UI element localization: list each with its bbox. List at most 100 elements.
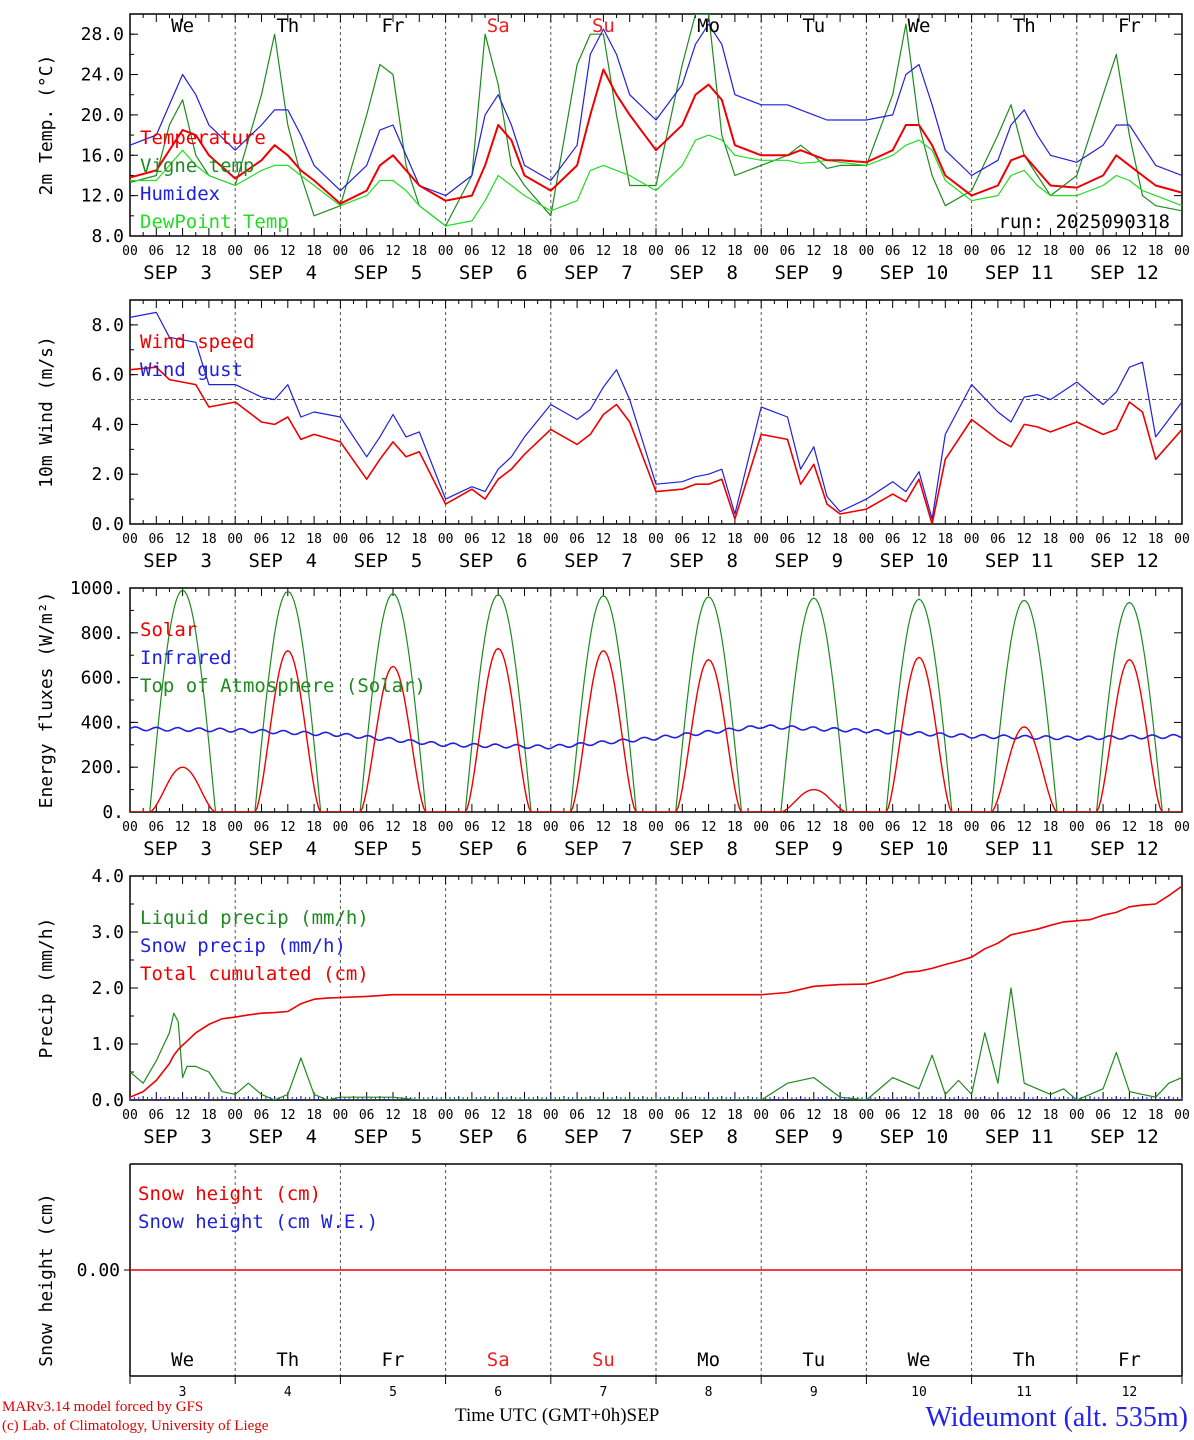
hour-tick-label: 12 — [385, 532, 401, 547]
y-tick-label: 600. — [81, 668, 124, 689]
hour-tick-label: 06 — [359, 532, 375, 547]
day-number-label: 4 — [284, 1385, 292, 1400]
y-axis-label: Precip (mm/h) — [36, 918, 57, 1059]
hour-tick-label: 00 — [964, 1108, 980, 1123]
hour-tick-label: 18 — [411, 820, 427, 835]
day-label: SEP 5 — [354, 838, 423, 860]
hour-tick-label: 00 — [1174, 1108, 1190, 1123]
hour-tick-label: 12 — [280, 1108, 296, 1123]
y-tick-label: 16.0 — [81, 145, 124, 166]
hour-tick-label: 12 — [175, 820, 191, 835]
hour-tick-label: 06 — [1095, 1108, 1111, 1123]
day-label: SEP 3 — [143, 550, 212, 572]
day-label: SEP 11 — [985, 550, 1054, 572]
hour-tick-label: 12 — [806, 244, 822, 259]
day-label: SEP 9 — [774, 262, 843, 284]
hour-tick-label: 18 — [937, 820, 953, 835]
legend-solar: Solar — [140, 619, 197, 641]
y-tick-label: 0. — [102, 802, 124, 823]
y-tick-label: 6.0 — [91, 365, 124, 386]
credit-line-lab: (c) Lab. of Climatology, University of L… — [2, 1418, 269, 1434]
series-temperature — [130, 68, 1182, 205]
hour-tick-label: 06 — [990, 244, 1006, 259]
legend-total-cumulated-cm: Total cumulated (cm) — [140, 963, 369, 985]
hour-tick-label: 00 — [122, 820, 138, 835]
hour-tick-label: 00 — [438, 532, 454, 547]
day-label: SEP 3 — [143, 262, 212, 284]
legend-humidex: Humidex — [140, 183, 220, 205]
hour-tick-label: 18 — [306, 1108, 322, 1123]
day-number-label: 5 — [389, 1385, 397, 1400]
hour-tick-label: 06 — [464, 820, 480, 835]
hour-tick-label: 06 — [148, 820, 164, 835]
hour-tick-label: 12 — [1122, 1108, 1138, 1123]
hour-tick-label: 18 — [622, 244, 638, 259]
hour-tick-label: 18 — [727, 244, 743, 259]
weekday-label: Sa — [487, 15, 510, 37]
hour-tick-label: 18 — [201, 244, 217, 259]
day-label: SEP 12 — [1090, 262, 1159, 284]
day-number-label: 11 — [1016, 1385, 1032, 1400]
hour-tick-label: 18 — [1148, 244, 1164, 259]
hour-tick-label: 12 — [806, 820, 822, 835]
hour-tick-label: 00 — [1069, 820, 1085, 835]
hour-tick-label: 06 — [674, 1108, 690, 1123]
y-tick-label: 0.0 — [91, 1090, 124, 1111]
hour-tick-label: 06 — [464, 1108, 480, 1123]
hour-tick-label: 18 — [832, 820, 848, 835]
hour-tick-label: 06 — [254, 820, 270, 835]
legend-temperature: Temperature — [140, 127, 266, 149]
day-label: SEP 10 — [880, 1126, 949, 1148]
legend-liquid-precip-mm-h: Liquid precip (mm/h) — [140, 907, 369, 929]
weekday-label: Th — [276, 1349, 299, 1371]
hour-tick-label: 00 — [122, 532, 138, 547]
hour-tick-label: 12 — [596, 1108, 612, 1123]
hour-tick-label: 06 — [254, 244, 270, 259]
hour-tick-label: 06 — [674, 820, 690, 835]
hour-tick-label: 00 — [648, 532, 664, 547]
hour-tick-label: 00 — [333, 244, 349, 259]
hour-tick-label: 00 — [543, 244, 559, 259]
hour-tick-label: 18 — [1148, 1108, 1164, 1123]
hour-tick-label: 18 — [727, 1108, 743, 1123]
hour-tick-label: 12 — [490, 1108, 506, 1123]
hour-tick-label: 00 — [648, 1108, 664, 1123]
hour-tick-label: 00 — [1174, 820, 1190, 835]
hour-tick-label: 18 — [411, 244, 427, 259]
weekday-label: Tu — [802, 1349, 825, 1371]
hour-tick-label: 06 — [148, 244, 164, 259]
legend-snow-height-cm: Snow height (cm) — [138, 1183, 321, 1205]
y-tick-label: 3.0 — [91, 922, 124, 943]
y-tick-label: 28.0 — [81, 24, 124, 45]
y-tick-label: 1000. — [70, 578, 124, 599]
y-tick-label: 0.0 — [91, 514, 124, 535]
y-tick-label: 1.0 — [91, 1034, 124, 1055]
day-label: SEP 4 — [248, 838, 317, 860]
weekday-label: We — [171, 15, 194, 37]
hour-tick-label: 00 — [1069, 532, 1085, 547]
series-top-of-atmosphere — [130, 589, 1182, 812]
hour-tick-label: 12 — [385, 1108, 401, 1123]
panel-temp: 8.0 12.0 16.0 20.0 24.0 28.0 2m Temp. (°C) 00 06… — [36, 13, 1190, 284]
hour-tick-label: 00 — [543, 1108, 559, 1123]
hour-tick-label: 18 — [517, 820, 533, 835]
hour-tick-label: 18 — [832, 532, 848, 547]
weekday-label: Fr — [1118, 1349, 1141, 1371]
hour-tick-label: 18 — [306, 532, 322, 547]
hour-tick-label: 18 — [622, 1108, 638, 1123]
hour-tick-label: 12 — [806, 532, 822, 547]
y-axis-label: Energy fluxes (W/m²) — [36, 592, 57, 809]
legend-vigne-temp: Vigne temp — [140, 155, 254, 177]
hour-tick-label: 18 — [937, 1108, 953, 1123]
hour-tick-label: 00 — [333, 820, 349, 835]
y-axis-label: Snow height (cm) — [36, 1193, 57, 1366]
day-label: SEP 11 — [985, 1126, 1054, 1148]
day-number-label: 6 — [494, 1385, 502, 1400]
hour-tick-label: 12 — [1016, 820, 1032, 835]
hour-tick-label: 18 — [201, 532, 217, 547]
hour-tick-label: 18 — [622, 532, 638, 547]
hour-tick-label: 00 — [227, 1108, 243, 1123]
weekday-label: We — [908, 15, 931, 37]
temp-series — [130, 14, 1182, 227]
hour-tick-label: 18 — [1043, 820, 1059, 835]
